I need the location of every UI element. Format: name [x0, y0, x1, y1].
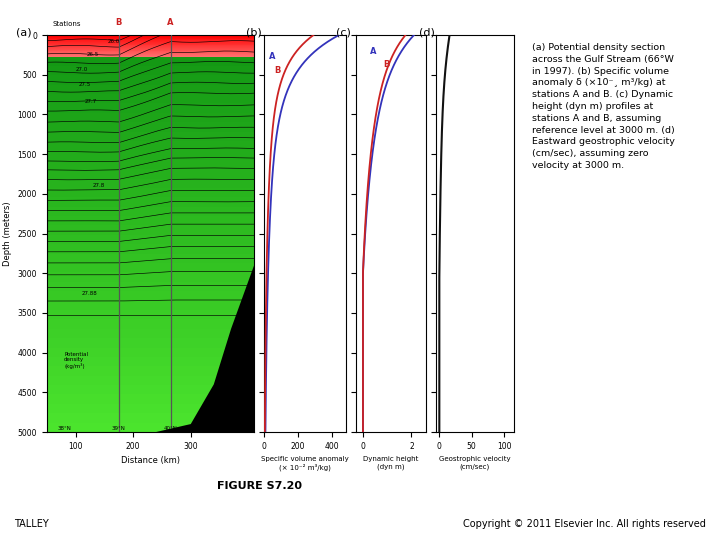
Polygon shape — [47, 207, 254, 216]
Polygon shape — [47, 37, 254, 38]
Text: 27.8: 27.8 — [93, 184, 105, 188]
Polygon shape — [47, 357, 254, 366]
Polygon shape — [47, 122, 254, 132]
Text: (d): (d) — [419, 27, 435, 37]
Polygon shape — [47, 35, 254, 36]
Polygon shape — [47, 263, 254, 272]
Polygon shape — [47, 376, 254, 385]
X-axis label: Dynamic height
(dyn m): Dynamic height (dyn m) — [363, 456, 418, 470]
Polygon shape — [47, 151, 254, 160]
Polygon shape — [47, 272, 254, 282]
Polygon shape — [47, 329, 254, 338]
Text: 27.88: 27.88 — [81, 291, 97, 295]
Polygon shape — [47, 338, 254, 348]
Polygon shape — [47, 46, 254, 47]
Text: B: B — [116, 18, 122, 27]
Polygon shape — [47, 39, 254, 40]
Polygon shape — [47, 94, 254, 104]
Polygon shape — [47, 394, 254, 404]
Polygon shape — [47, 235, 254, 244]
Polygon shape — [47, 42, 254, 43]
Text: 38°N: 38°N — [57, 426, 71, 430]
Polygon shape — [47, 385, 254, 394]
Polygon shape — [47, 45, 254, 46]
Polygon shape — [47, 38, 254, 39]
X-axis label: Geostrophic velocity
(cm/sec): Geostrophic velocity (cm/sec) — [439, 456, 510, 470]
Polygon shape — [47, 413, 254, 423]
Polygon shape — [47, 113, 254, 122]
Text: Copyright © 2011 Elsevier Inc. All rights reserved: Copyright © 2011 Elsevier Inc. All right… — [463, 519, 706, 529]
Polygon shape — [47, 55, 254, 56]
Polygon shape — [47, 366, 254, 376]
Polygon shape — [47, 226, 254, 235]
Polygon shape — [47, 244, 254, 254]
Polygon shape — [47, 57, 254, 66]
Text: B: B — [384, 60, 390, 69]
Polygon shape — [47, 179, 254, 188]
Text: 26.5: 26.5 — [87, 52, 99, 57]
Text: 27.7: 27.7 — [84, 99, 96, 104]
Polygon shape — [47, 141, 254, 151]
Polygon shape — [47, 48, 254, 49]
Text: (a) Potential density section
across the Gulf Stream (66°W
in 1997). (b) Specifi: (a) Potential density section across the… — [531, 43, 675, 170]
X-axis label: Distance (km): Distance (km) — [121, 456, 180, 465]
Polygon shape — [47, 44, 254, 45]
Text: Stations: Stations — [53, 21, 81, 27]
Polygon shape — [47, 51, 254, 52]
Polygon shape — [47, 43, 254, 44]
Polygon shape — [47, 40, 254, 41]
Text: A: A — [269, 52, 276, 61]
Polygon shape — [47, 132, 254, 141]
Text: FIGURE S7.20: FIGURE S7.20 — [217, 481, 302, 491]
Polygon shape — [47, 282, 254, 291]
Polygon shape — [47, 301, 254, 310]
Text: 26.0: 26.0 — [107, 39, 120, 44]
Polygon shape — [47, 169, 254, 179]
Polygon shape — [47, 216, 254, 226]
Text: B: B — [274, 66, 281, 75]
Polygon shape — [47, 66, 254, 75]
Polygon shape — [47, 54, 254, 55]
Polygon shape — [47, 348, 254, 357]
Polygon shape — [47, 104, 254, 113]
Polygon shape — [47, 423, 254, 432]
Text: (c): (c) — [336, 27, 351, 37]
Polygon shape — [47, 49, 254, 50]
X-axis label: Specific volume anomaly
(× 10⁻² m³/kg): Specific volume anomaly (× 10⁻² m³/kg) — [261, 456, 348, 471]
Text: TALLEY: TALLEY — [14, 519, 49, 529]
Polygon shape — [47, 265, 254, 432]
Polygon shape — [47, 197, 254, 207]
Text: 27.5: 27.5 — [78, 82, 91, 87]
Polygon shape — [47, 41, 254, 42]
Polygon shape — [47, 36, 254, 37]
Polygon shape — [47, 56, 254, 57]
Polygon shape — [47, 254, 254, 263]
Text: (b): (b) — [246, 27, 262, 37]
Polygon shape — [47, 47, 254, 48]
Text: 39°N: 39°N — [112, 426, 126, 430]
Text: A: A — [167, 18, 174, 27]
Polygon shape — [47, 404, 254, 413]
Text: 27.0: 27.0 — [76, 67, 88, 72]
Polygon shape — [47, 53, 254, 54]
Polygon shape — [47, 75, 254, 85]
Polygon shape — [47, 291, 254, 301]
Polygon shape — [47, 160, 254, 169]
Text: Potential
density
(kg/m³): Potential density (kg/m³) — [64, 352, 88, 369]
Text: A: A — [370, 47, 377, 56]
Polygon shape — [47, 188, 254, 197]
Polygon shape — [47, 85, 254, 94]
Polygon shape — [47, 50, 254, 51]
Text: 40°N: 40°N — [163, 426, 178, 430]
Polygon shape — [47, 319, 254, 329]
Polygon shape — [47, 52, 254, 53]
Y-axis label: Depth (meters): Depth (meters) — [3, 201, 12, 266]
Text: (a): (a) — [16, 27, 32, 37]
Polygon shape — [47, 310, 254, 319]
